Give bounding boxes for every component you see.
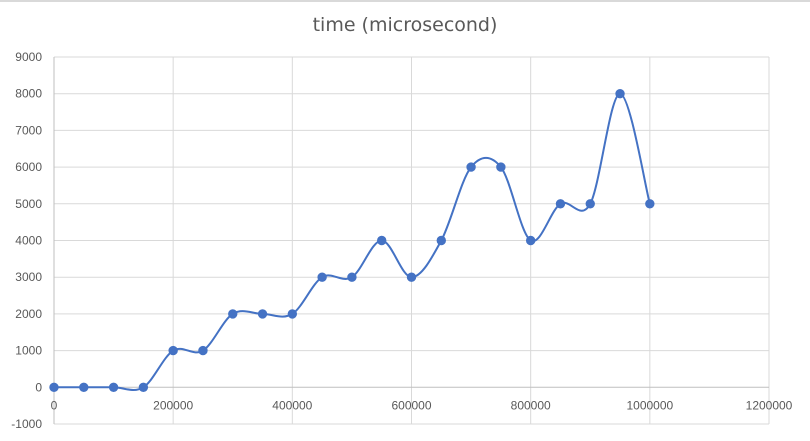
- y-tick-label: 0: [35, 380, 42, 394]
- x-tick-label: 1000000: [626, 398, 673, 412]
- data-point: [466, 162, 476, 172]
- y-tick-label: 2000: [15, 307, 42, 321]
- chart-title: time (microsecond): [312, 14, 498, 36]
- y-tick-label: 4000: [15, 234, 42, 248]
- data-point: [168, 345, 178, 356]
- series-line-layer: [54, 92, 651, 391]
- top-border: [0, 0, 810, 2]
- y-tick-label: 6000: [15, 160, 42, 174]
- data-point: [615, 89, 625, 99]
- x-tick-label: 0: [51, 398, 58, 412]
- axes: [53, 57, 769, 424]
- y-tick-label: 9000: [15, 50, 42, 64]
- data-point: [257, 309, 268, 319]
- x-tick-label: 600000: [391, 398, 431, 412]
- data-point: [49, 382, 59, 392]
- y-tick-label: -1000: [11, 417, 42, 431]
- y-tick-label: 7000: [15, 123, 42, 137]
- x-tick-label: 1200000: [746, 398, 793, 412]
- series-line: [54, 92, 651, 391]
- x-tick-label: 800000: [511, 398, 551, 412]
- data-point: [228, 309, 238, 319]
- data-point: [525, 235, 536, 246]
- data-point: [377, 235, 387, 246]
- y-tick-label: 5000: [15, 197, 42, 211]
- data-point: [436, 235, 446, 246]
- data-point: [138, 382, 149, 392]
- data-point: [347, 272, 357, 282]
- y-tick-label: 3000: [15, 270, 42, 284]
- data-point: [555, 199, 566, 209]
- data-point: [317, 272, 327, 282]
- y-tick-label: 8000: [15, 87, 42, 101]
- x-tick-label: 400000: [272, 398, 312, 412]
- data-point: [79, 382, 89, 392]
- y-tick-label: 1000: [15, 344, 42, 358]
- data-markers: [49, 89, 655, 392]
- data-point: [406, 272, 417, 282]
- data-point: [198, 345, 208, 356]
- data-point: [108, 382, 119, 392]
- x-tick-label: 200000: [153, 398, 193, 412]
- data-point: [287, 309, 298, 319]
- data-point: [585, 199, 595, 209]
- tick-labels: -1000 0 1000 2000 3000 4000 5000 6000 7000 8000 90…: [11, 50, 792, 431]
- data-point: [645, 199, 655, 209]
- gridlines: [54, 56, 770, 425]
- data-point: [496, 162, 506, 172]
